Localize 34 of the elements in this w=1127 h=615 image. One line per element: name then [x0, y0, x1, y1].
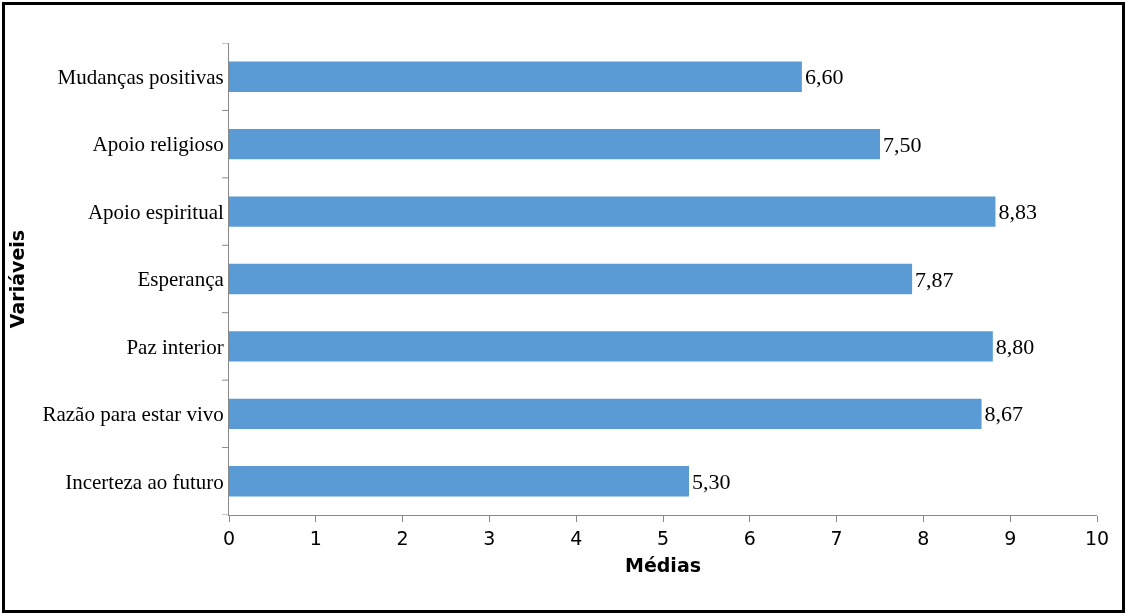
bar — [229, 263, 913, 295]
data-label: 7,87 — [915, 266, 954, 292]
data-label: 8,80 — [995, 333, 1035, 359]
data-label: 8,67 — [984, 401, 1024, 427]
data-label: 6,60 — [804, 64, 844, 90]
data-label: 5,30 — [692, 468, 731, 494]
data-label: 8,83 — [998, 199, 1037, 225]
data-label: 7,50 — [883, 131, 922, 157]
x-tick-label: 2 — [396, 526, 409, 549]
bar — [229, 61, 802, 92]
y-tick-label: Paz interior — [126, 334, 224, 359]
x-tick-label: 7 — [830, 526, 843, 549]
x-tick-label: 8 — [917, 526, 930, 549]
bar — [229, 398, 982, 430]
bar — [229, 128, 880, 160]
y-tick-label: Apoio espiritual — [87, 199, 224, 224]
bar — [229, 331, 993, 362]
y-tick-label: Razão para estar vivo — [42, 402, 224, 427]
x-tick-label: 1 — [309, 526, 322, 549]
x-tick-label: 6 — [743, 526, 756, 549]
bar — [229, 196, 996, 227]
y-tick-label: Esperança — [137, 267, 225, 292]
x-tick-label: 3 — [483, 526, 496, 549]
x-tick-label: 0 — [222, 526, 236, 549]
y-tick-label: Mudanças positivas — [57, 65, 224, 90]
y-tick-label: Incerteza ao futuro — [65, 469, 224, 494]
bar — [229, 466, 690, 497]
x-tick-label: 9 — [1004, 526, 1017, 549]
x-tick-label: 4 — [570, 526, 583, 549]
y-tick-label: Apoio religioso — [92, 132, 224, 157]
x-tick-label: 10 — [1084, 526, 1110, 549]
y-axis-title: Variáveis — [6, 229, 29, 329]
x-tick-label: 5 — [656, 526, 670, 549]
x-axis-title: Médias — [624, 553, 702, 576]
